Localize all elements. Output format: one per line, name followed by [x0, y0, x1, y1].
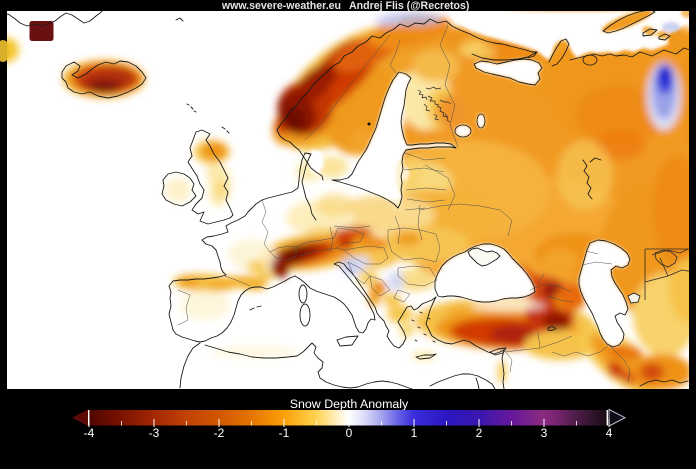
svg-text:-2: -2 [214, 426, 225, 440]
svg-text:3: 3 [541, 426, 548, 440]
svg-text:0: 0 [346, 426, 353, 440]
svg-text:-1: -1 [279, 426, 290, 440]
svg-text:Snow Depth Anomaly: Snow Depth Anomaly [290, 397, 409, 411]
svg-text:www.severe-weather.eu: www.severe-weather.eu [221, 0, 341, 12]
svg-text:1: 1 [411, 426, 418, 440]
svg-text:2: 2 [476, 426, 483, 440]
svg-text:4: 4 [606, 426, 613, 440]
svg-text:-3: -3 [149, 426, 160, 440]
svg-text:Andrej Flis (@Recretos): Andrej Flis (@Recretos) [349, 0, 469, 12]
svg-text:-4: -4 [84, 426, 95, 440]
